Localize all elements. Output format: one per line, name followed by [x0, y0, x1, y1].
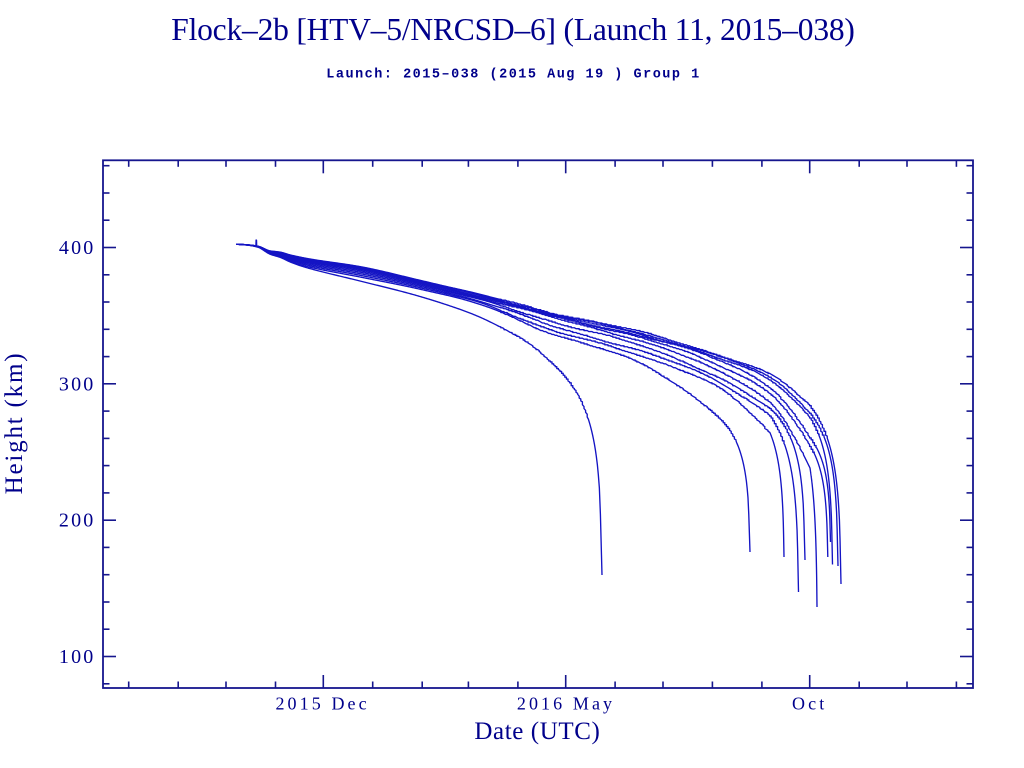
svg-text:Flock–2b [HTV–5/NRCSD–6] (Laun: Flock–2b [HTV–5/NRCSD–6] (Launch 11, 201…	[171, 12, 854, 47]
svg-text:Date (UTC): Date (UTC)	[474, 718, 600, 745]
svg-text:200: 200	[59, 510, 96, 532]
svg-text:400: 400	[59, 237, 96, 259]
svg-text:100: 100	[59, 646, 96, 668]
svg-text:Oct: Oct	[792, 694, 827, 714]
svg-text:2016 May: 2016 May	[517, 694, 615, 714]
svg-text:300: 300	[59, 373, 96, 395]
svg-text:2015 Dec: 2015 Dec	[275, 694, 369, 714]
svg-text:Height (km): Height (km)	[1, 352, 28, 495]
svg-text:Launch: 2015–038 (2015 Aug 19: Launch: 2015–038 (2015 Aug 19 ) Group 1	[326, 68, 700, 83]
